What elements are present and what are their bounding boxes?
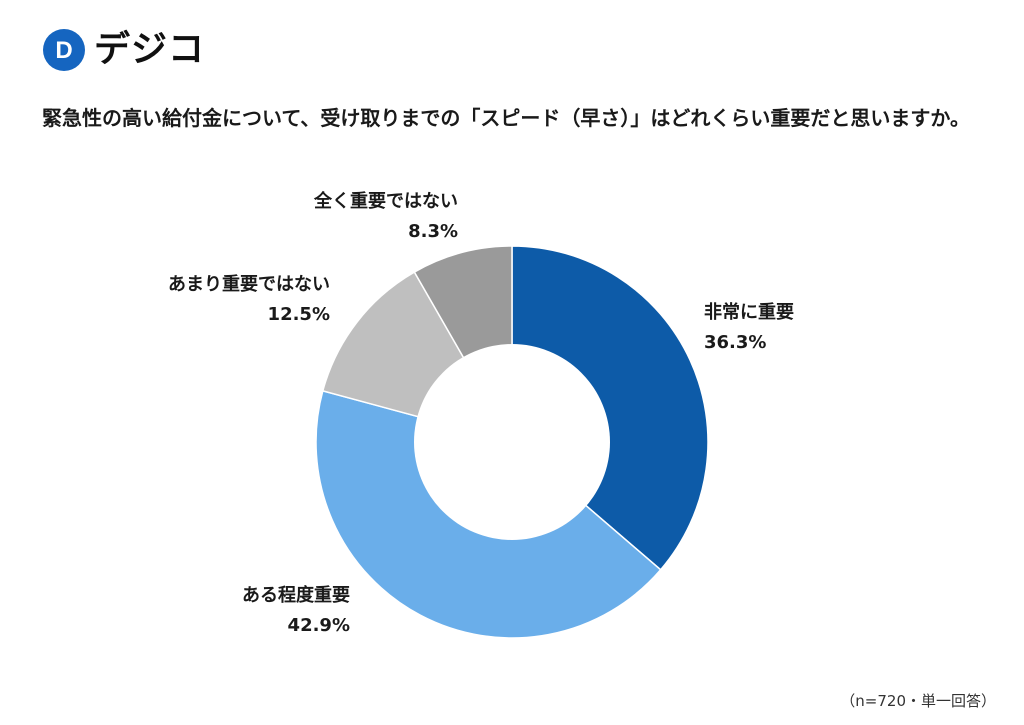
slice-value-label: 8.3% xyxy=(408,221,458,242)
sample-note: （n=720・単一回答） xyxy=(840,692,996,710)
slice-label-somewhat-important: ある程度重要 42.9% xyxy=(242,581,350,641)
question-title: 緊急性の高い給付金について、受け取りまでの「スピード（早さ）」はどれくらい重要だ… xyxy=(42,106,970,130)
slice-very-important xyxy=(511,245,709,571)
logo-letter: D xyxy=(55,37,72,64)
logo-d-icon: D xyxy=(43,29,85,71)
slice-value-label: 42.9% xyxy=(287,615,350,636)
slice-value-label: 12.5% xyxy=(267,304,330,325)
brand-name: デジコ xyxy=(94,29,206,70)
slice-label-very-important: 非常に重要 36.3% xyxy=(704,298,794,358)
brand-logo: D デジコ xyxy=(42,26,205,74)
slice-label-text: あまり重要ではない xyxy=(168,274,330,295)
slice-label-text: 非常に重要 xyxy=(704,302,794,323)
slice-value-label: 36.3% xyxy=(704,332,767,353)
slice-label-not-at-all-important: 全く重要ではない 8.3% xyxy=(314,187,458,247)
slice-label-not-very-important: あまり重要ではない 12.5% xyxy=(168,270,330,330)
slice-label-text: ある程度重要 xyxy=(242,585,350,606)
slice-label-text: 全く重要ではない xyxy=(314,191,458,212)
donut-hole xyxy=(414,344,610,540)
